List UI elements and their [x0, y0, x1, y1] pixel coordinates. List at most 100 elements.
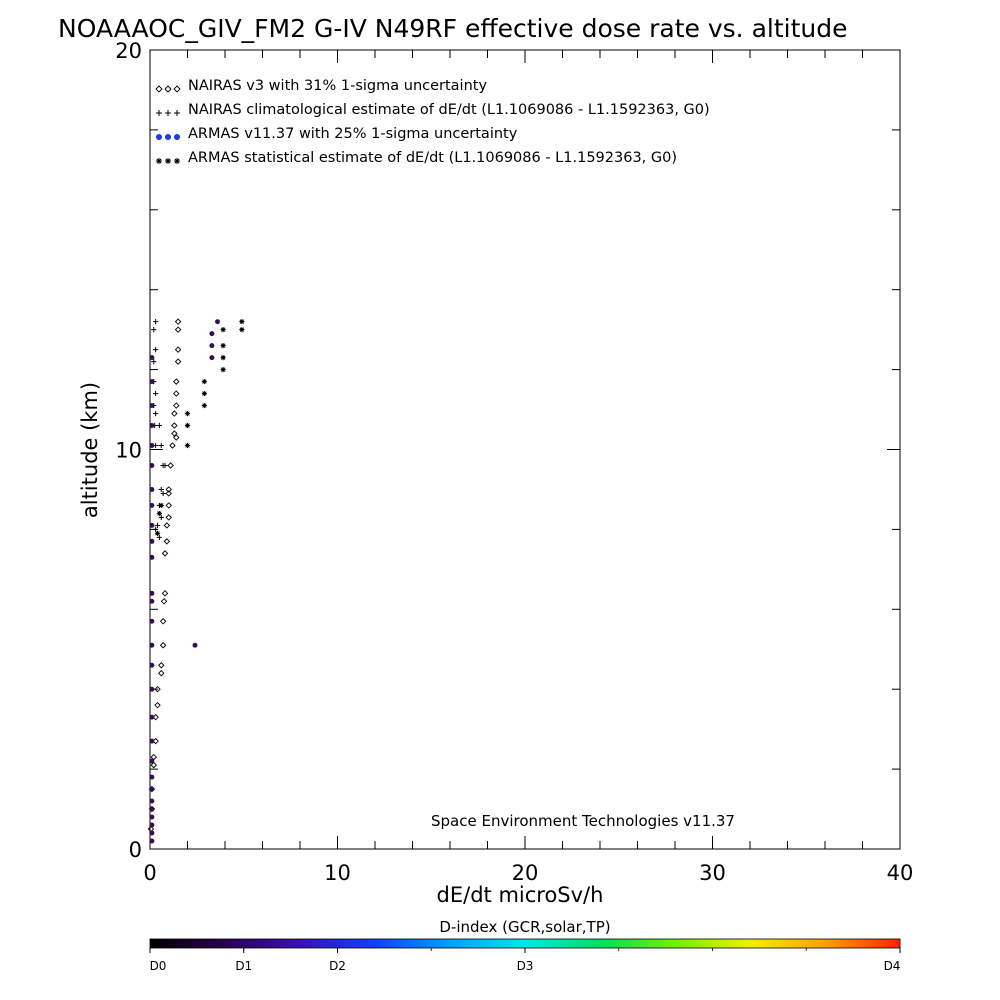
- asterisk-marker: [158, 502, 164, 509]
- plus-marker: [158, 514, 164, 521]
- y-tick-label: 10: [115, 439, 142, 463]
- dot-marker: [149, 642, 155, 648]
- asterisk-marker: [154, 530, 161, 536]
- dot-marker: [149, 355, 155, 361]
- dot-marker: [149, 443, 155, 448]
- dot-marker: [149, 814, 155, 820]
- dot-marker: [215, 319, 220, 325]
- plus-marker: [162, 462, 168, 469]
- diamond-marker: [158, 661, 165, 669]
- asterisk-marker: [156, 158, 162, 164]
- diamond-marker: [173, 434, 180, 441]
- asterisk-marker: [220, 367, 226, 373]
- dot-marker: [149, 590, 155, 596]
- legend-entry: NAIRAS v3 with 31% 1-sigma uncertainty: [188, 78, 487, 94]
- dot-marker: [149, 554, 155, 560]
- x-tick-label: 40: [887, 861, 914, 885]
- dot-marker: [149, 714, 155, 720]
- dot-marker: [149, 822, 155, 828]
- diamond-marker: [159, 642, 167, 649]
- diamond-marker: [173, 85, 181, 93]
- legend-entry: ARMAS statistical estimate of dE/dt (L1.…: [188, 150, 677, 166]
- asterisk-marker: [201, 378, 207, 385]
- dot-marker: [209, 331, 215, 337]
- plus-marker: [153, 390, 159, 397]
- asterisk-marker: [184, 442, 191, 449]
- diamond-marker: [163, 522, 171, 529]
- dot-marker: [149, 379, 155, 385]
- asterisk-marker: [220, 327, 226, 333]
- diamond-marker: [164, 85, 172, 93]
- colorbar: [149, 938, 901, 949]
- diamond-marker: [160, 598, 168, 605]
- y-tick-label: 0: [129, 838, 142, 862]
- y-tick-labels: 0 10 20: [115, 39, 142, 862]
- dot-marker: [149, 403, 155, 409]
- plus-marker: [153, 319, 159, 325]
- dot-marker: [149, 486, 155, 492]
- x-axis-label: dE/dt microSv/h: [437, 883, 604, 907]
- diamond-marker: [161, 550, 169, 557]
- dot-marker: [149, 758, 155, 764]
- diamond-marker: [150, 761, 157, 769]
- x-tick-label: 20: [512, 861, 539, 885]
- legend: NAIRAS v3 with 31% 1-sigma uncertainty NA…: [155, 78, 710, 166]
- diamond-marker: [169, 442, 176, 449]
- dot-marker: [149, 598, 155, 604]
- diamond-marker: [171, 410, 178, 417]
- colorbar-tick-label: D0: [150, 959, 167, 973]
- x-tick-label: 10: [324, 861, 351, 885]
- dot-marker: [149, 738, 155, 744]
- plus-marker: [156, 422, 162, 429]
- chart-title: NOAAAOC_GIV_FM2 G-IV N49RF effective dos…: [58, 14, 847, 43]
- plus-marker: [151, 327, 157, 333]
- x-tick-labels: 0 10 20 30 40: [143, 861, 913, 885]
- dot-marker: [155, 133, 163, 141]
- diamond-marker: [173, 378, 180, 385]
- plus-marker: [160, 490, 166, 497]
- dot-marker: [149, 662, 155, 668]
- colorbar-tick-label: D4: [884, 959, 901, 973]
- dot-marker: [209, 355, 215, 361]
- diamond-marker: [165, 514, 172, 521]
- dot-marker: [149, 786, 155, 792]
- colorbar-tick-label: D3: [517, 959, 534, 973]
- dot-marker: [209, 343, 215, 349]
- diamond-marker: [158, 669, 165, 677]
- x-tick-label: 30: [699, 861, 726, 885]
- dot-marker: [192, 642, 198, 648]
- asterisk-marker: [174, 158, 180, 164]
- asterisk-marker: [220, 355, 226, 361]
- x-tick-label: 0: [143, 861, 156, 885]
- plot-frame: [149, 49, 901, 850]
- dot-marker: [149, 686, 155, 692]
- plus-marker: [153, 347, 159, 353]
- diamond-marker: [173, 402, 180, 409]
- diamond-marker: [171, 430, 178, 437]
- colorbar-tick-label: D1: [235, 959, 252, 973]
- dot-marker: [149, 830, 155, 836]
- plus-marker: [174, 110, 180, 116]
- diamond-marker: [155, 85, 163, 93]
- colorbar-ticks: D0 D1 D2 D3 D4: [149, 948, 901, 973]
- asterisk-marker: [201, 390, 207, 397]
- asterisk-marker: [239, 327, 245, 333]
- asterisk-marker: [220, 343, 226, 349]
- dot-marker: [173, 133, 181, 141]
- plus-marker: [151, 359, 157, 365]
- plus-marker: [165, 110, 171, 116]
- data-points: [147, 318, 245, 844]
- diamond-marker: [171, 422, 178, 429]
- plus-marker: [153, 410, 159, 417]
- diamond-marker: [165, 502, 172, 509]
- colorbar-tick-label: D2: [329, 959, 346, 973]
- plus-marker: [156, 110, 162, 116]
- y-axis-label: altitude (km): [78, 382, 102, 518]
- plus-marker: [156, 534, 162, 540]
- asterisk-marker: [156, 510, 162, 517]
- diamond-marker: [174, 346, 182, 353]
- y-tick-label: 20: [115, 39, 142, 63]
- dot-marker: [149, 463, 155, 468]
- dot-marker: [164, 133, 172, 141]
